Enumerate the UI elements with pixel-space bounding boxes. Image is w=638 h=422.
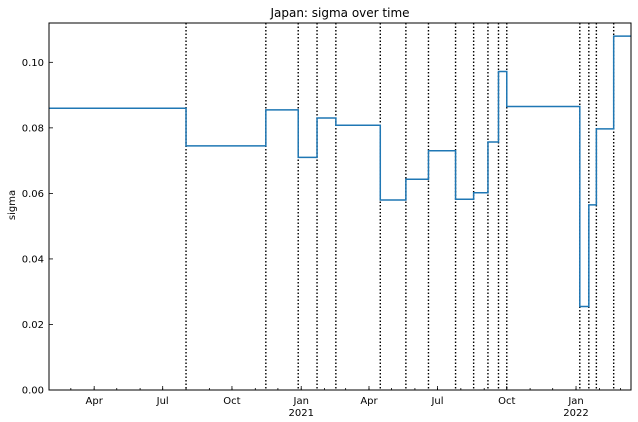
y-tick-label: 0.08 xyxy=(22,123,44,134)
y-tick-label: 0.02 xyxy=(22,320,44,331)
x-tick-label: Jul xyxy=(156,396,169,407)
x-tick-label: Jan xyxy=(567,396,583,407)
y-tick-label: 0.04 xyxy=(22,254,44,265)
y-tick-label: 0.06 xyxy=(22,189,44,200)
changepoint-lines xyxy=(185,23,615,390)
y-tick-label: 0.10 xyxy=(22,58,44,69)
x-tick-year-label: 2021 xyxy=(288,408,313,419)
series-group xyxy=(49,35,631,308)
series-line xyxy=(49,35,631,308)
plot-frame xyxy=(48,22,632,391)
x-tick-label: Oct xyxy=(498,396,515,407)
chart-title: Japan: sigma over time xyxy=(269,6,409,20)
x-tick-year-label: 2022 xyxy=(563,408,588,419)
y-tick-label: 0.00 xyxy=(22,386,44,397)
y-axis-ticks: 0.00 0.02 0.04 0.06 0.08 0.10 xyxy=(22,58,53,397)
x-tick-label: Jul xyxy=(430,396,443,407)
x-tick-label: Jan xyxy=(293,396,309,407)
x-tick-label: Apr xyxy=(86,396,104,407)
x-tick-label: Oct xyxy=(223,396,240,407)
y-axis-label: sigma xyxy=(7,190,18,220)
x-tick-label: Apr xyxy=(360,396,378,407)
